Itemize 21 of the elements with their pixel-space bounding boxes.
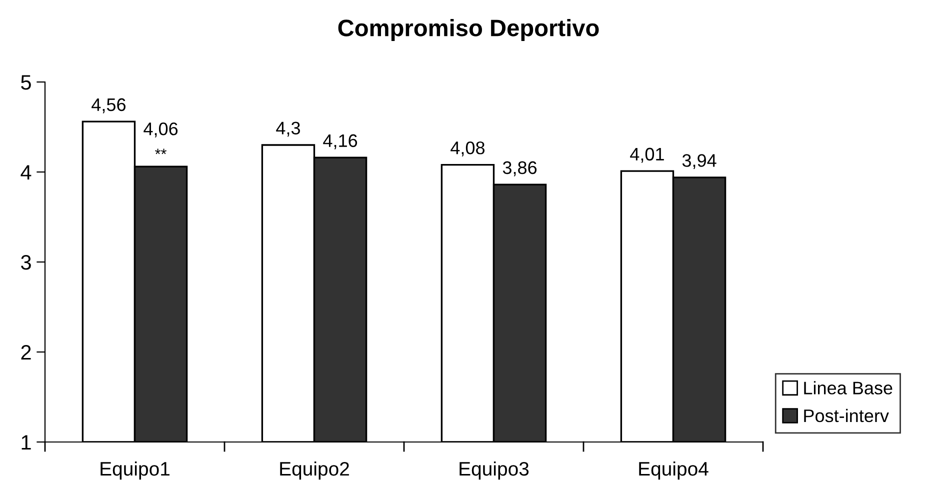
x-tick-label: Equipo1 [100, 461, 170, 480]
chart-title: Compromiso Deportivo [338, 18, 599, 42]
data-label: 4,16 [323, 134, 358, 150]
data-label: 3,86 [502, 161, 537, 176]
data-label: 4,56 [92, 98, 126, 114]
data-label: 4,3 [276, 122, 300, 137]
y-tick-label: 3 [21, 255, 31, 270]
y-tick-label: 5 [21, 75, 31, 90]
data-label: 4,06 [144, 122, 178, 138]
x-tick-label: Equipo3 [460, 461, 529, 480]
legend-label: Linea Base [804, 381, 892, 394]
y-tick-label: 1 [22, 435, 31, 450]
annotation: ** [155, 148, 166, 154]
legend-label: Post-interv [804, 408, 889, 422]
y-tick-label: 4 [20, 165, 32, 180]
data-label: 3,94 [682, 154, 716, 170]
y-tick-label: 2 [21, 345, 31, 360]
data-label: 4,01 [630, 148, 664, 163]
x-tick-label: Equipo2 [280, 461, 349, 480]
data-label: 4,08 [450, 142, 485, 156]
x-tick-label: Equipo4 [639, 461, 708, 480]
